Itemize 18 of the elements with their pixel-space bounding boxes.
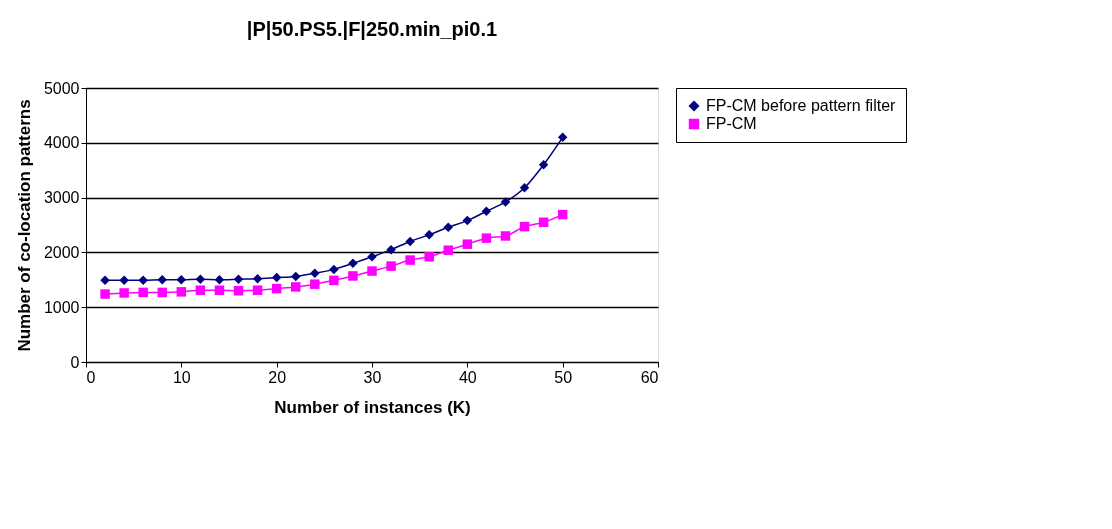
x-tick-label: 60 — [640, 368, 659, 386]
y-axis-title: Number of co-location patterns — [14, 99, 34, 352]
y-tick-label: 5000 — [43, 79, 80, 97]
y-tick-label: 4000 — [43, 134, 80, 152]
y-tick-label: 3000 — [43, 189, 80, 207]
chart-title: |P|50.PS5.|F|250.min_pi0.1 — [246, 18, 498, 40]
x-tick-label: 10 — [172, 368, 191, 386]
y-tick-label: 2000 — [43, 243, 80, 261]
legend-label: FP-CM before pattern filter — [706, 97, 897, 114]
x-tick-label: 40 — [458, 368, 477, 386]
x-tick-label: 50 — [554, 368, 573, 386]
y-tick-label: 1000 — [43, 298, 80, 316]
x-axis-title: Number of instances (K) — [274, 397, 471, 417]
legend-label: FP-CM — [706, 115, 757, 132]
y-tick-label: 0 — [70, 353, 80, 371]
x-tick-label: 30 — [363, 368, 382, 386]
x-tick-label: 0 — [86, 368, 96, 386]
x-tick-label: 20 — [268, 368, 287, 386]
